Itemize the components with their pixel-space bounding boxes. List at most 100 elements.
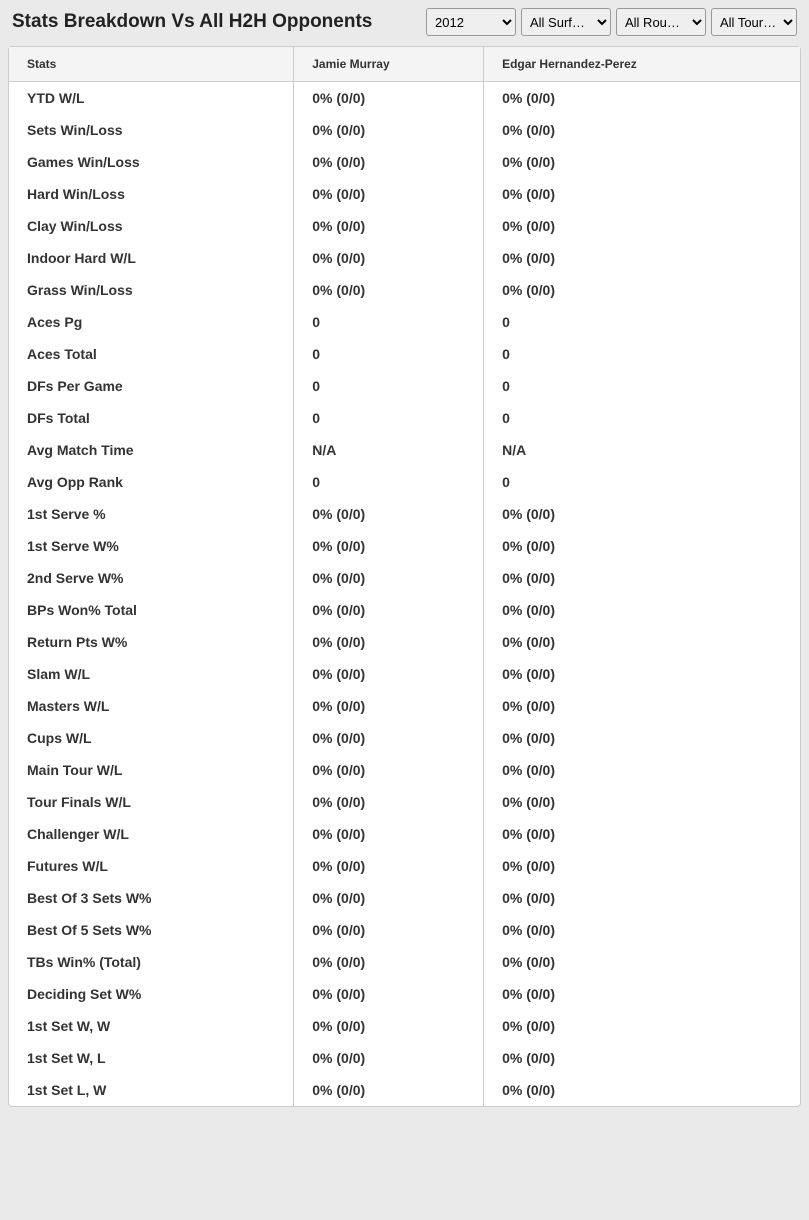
player1-value: 0% (0/0) bbox=[294, 242, 484, 274]
stat-label: Aces Pg bbox=[9, 306, 294, 338]
player2-value: 0% (0/0) bbox=[484, 690, 800, 722]
table-row: 1st Set W, W0% (0/0)0% (0/0) bbox=[9, 1010, 800, 1042]
player2-value: 0% (0/0) bbox=[484, 1010, 800, 1042]
table-row: Hard Win/Loss0% (0/0)0% (0/0) bbox=[9, 178, 800, 210]
player2-value: 0% (0/0) bbox=[484, 786, 800, 818]
table-row: Main Tour W/L0% (0/0)0% (0/0) bbox=[9, 754, 800, 786]
player1-value: 0% (0/0) bbox=[294, 690, 484, 722]
player2-value: 0% (0/0) bbox=[484, 882, 800, 914]
filters-container: 2012 All Surf… All Rou… All Tour… bbox=[426, 8, 797, 36]
round-select[interactable]: All Rou… bbox=[616, 8, 706, 36]
tour-select[interactable]: All Tour… bbox=[711, 8, 797, 36]
stat-label: Slam W/L bbox=[9, 658, 294, 690]
table-row: Deciding Set W%0% (0/0)0% (0/0) bbox=[9, 978, 800, 1010]
player2-value: 0% (0/0) bbox=[484, 562, 800, 594]
player1-value: 0% (0/0) bbox=[294, 178, 484, 210]
player1-value: 0% (0/0) bbox=[294, 1042, 484, 1074]
player2-value: 0% (0/0) bbox=[484, 722, 800, 754]
player2-value: 0 bbox=[484, 338, 800, 370]
player1-value: 0% (0/0) bbox=[294, 498, 484, 530]
table-row: Grass Win/Loss0% (0/0)0% (0/0) bbox=[9, 274, 800, 306]
player2-value: 0% (0/0) bbox=[484, 114, 800, 146]
player1-value: 0% (0/0) bbox=[294, 722, 484, 754]
stat-label: Avg Opp Rank bbox=[9, 466, 294, 498]
player2-value: N/A bbox=[484, 434, 800, 466]
stat-label: 2nd Serve W% bbox=[9, 562, 294, 594]
table-row: Avg Opp Rank00 bbox=[9, 466, 800, 498]
table-row: Best Of 5 Sets W%0% (0/0)0% (0/0) bbox=[9, 914, 800, 946]
stats-table: Stats Jamie Murray Edgar Hernandez-Perez… bbox=[9, 47, 800, 1106]
player2-value: 0% (0/0) bbox=[484, 530, 800, 562]
player1-value: 0% (0/0) bbox=[294, 210, 484, 242]
stat-label: Main Tour W/L bbox=[9, 754, 294, 786]
stat-label: 1st Set W, W bbox=[9, 1010, 294, 1042]
col-header-player1: Jamie Murray bbox=[294, 47, 484, 82]
surface-select[interactable]: All Surf… bbox=[521, 8, 611, 36]
player2-value: 0% (0/0) bbox=[484, 850, 800, 882]
player2-value: 0% (0/0) bbox=[484, 594, 800, 626]
player1-value: 0% (0/0) bbox=[294, 1074, 484, 1106]
stat-label: Clay Win/Loss bbox=[9, 210, 294, 242]
stat-label: Deciding Set W% bbox=[9, 978, 294, 1010]
table-row: YTD W/L0% (0/0)0% (0/0) bbox=[9, 82, 800, 115]
player2-value: 0 bbox=[484, 370, 800, 402]
player2-value: 0% (0/0) bbox=[484, 1074, 800, 1106]
stat-label: Best Of 3 Sets W% bbox=[9, 882, 294, 914]
stat-label: 1st Serve W% bbox=[9, 530, 294, 562]
table-row: DFs Per Game00 bbox=[9, 370, 800, 402]
player1-value: 0% (0/0) bbox=[294, 146, 484, 178]
table-row: Indoor Hard W/L0% (0/0)0% (0/0) bbox=[9, 242, 800, 274]
player2-value: 0% (0/0) bbox=[484, 242, 800, 274]
player2-value: 0% (0/0) bbox=[484, 1042, 800, 1074]
player2-value: 0% (0/0) bbox=[484, 626, 800, 658]
table-row: Cups W/L0% (0/0)0% (0/0) bbox=[9, 722, 800, 754]
player2-value: 0% (0/0) bbox=[484, 914, 800, 946]
table-row: Best Of 3 Sets W%0% (0/0)0% (0/0) bbox=[9, 882, 800, 914]
player1-value: 0% (0/0) bbox=[294, 626, 484, 658]
player1-value: 0% (0/0) bbox=[294, 850, 484, 882]
player2-value: 0% (0/0) bbox=[484, 658, 800, 690]
col-header-stats: Stats bbox=[9, 47, 294, 82]
stat-label: Avg Match Time bbox=[9, 434, 294, 466]
stats-table-wrapper: Stats Jamie Murray Edgar Hernandez-Perez… bbox=[8, 46, 801, 1107]
stat-label: 1st Set L, W bbox=[9, 1074, 294, 1106]
table-row: Sets Win/Loss0% (0/0)0% (0/0) bbox=[9, 114, 800, 146]
table-row: 1st Serve W%0% (0/0)0% (0/0) bbox=[9, 530, 800, 562]
player2-value: 0 bbox=[484, 306, 800, 338]
stat-label: Games Win/Loss bbox=[9, 146, 294, 178]
player1-value: 0% (0/0) bbox=[294, 562, 484, 594]
table-row: DFs Total00 bbox=[9, 402, 800, 434]
player1-value: 0% (0/0) bbox=[294, 882, 484, 914]
table-row: Slam W/L0% (0/0)0% (0/0) bbox=[9, 658, 800, 690]
col-header-player2: Edgar Hernandez-Perez bbox=[484, 47, 800, 82]
table-row: Games Win/Loss0% (0/0)0% (0/0) bbox=[9, 146, 800, 178]
player2-value: 0 bbox=[484, 466, 800, 498]
stat-label: Cups W/L bbox=[9, 722, 294, 754]
player1-value: 0% (0/0) bbox=[294, 114, 484, 146]
table-row: Return Pts W%0% (0/0)0% (0/0) bbox=[9, 626, 800, 658]
table-row: 1st Set W, L0% (0/0)0% (0/0) bbox=[9, 1042, 800, 1074]
player1-value: 0% (0/0) bbox=[294, 274, 484, 306]
stat-label: TBs Win% (Total) bbox=[9, 946, 294, 978]
table-row: 1st Serve %0% (0/0)0% (0/0) bbox=[9, 498, 800, 530]
year-select[interactable]: 2012 bbox=[426, 8, 516, 36]
stat-label: 1st Serve % bbox=[9, 498, 294, 530]
stat-label: DFs Per Game bbox=[9, 370, 294, 402]
stat-label: Aces Total bbox=[9, 338, 294, 370]
player1-value: N/A bbox=[294, 434, 484, 466]
player2-value: 0% (0/0) bbox=[484, 818, 800, 850]
player1-value: 0% (0/0) bbox=[294, 786, 484, 818]
player1-value: 0% (0/0) bbox=[294, 978, 484, 1010]
player1-value: 0 bbox=[294, 466, 484, 498]
table-row: Avg Match TimeN/AN/A bbox=[9, 434, 800, 466]
table-row: Challenger W/L0% (0/0)0% (0/0) bbox=[9, 818, 800, 850]
player1-value: 0 bbox=[294, 370, 484, 402]
player1-value: 0% (0/0) bbox=[294, 1010, 484, 1042]
stat-label: Best Of 5 Sets W% bbox=[9, 914, 294, 946]
table-row: TBs Win% (Total)0% (0/0)0% (0/0) bbox=[9, 946, 800, 978]
stat-label: Masters W/L bbox=[9, 690, 294, 722]
player1-value: 0% (0/0) bbox=[294, 946, 484, 978]
stat-label: Sets Win/Loss bbox=[9, 114, 294, 146]
player2-value: 0% (0/0) bbox=[484, 146, 800, 178]
player1-value: 0% (0/0) bbox=[294, 82, 484, 115]
